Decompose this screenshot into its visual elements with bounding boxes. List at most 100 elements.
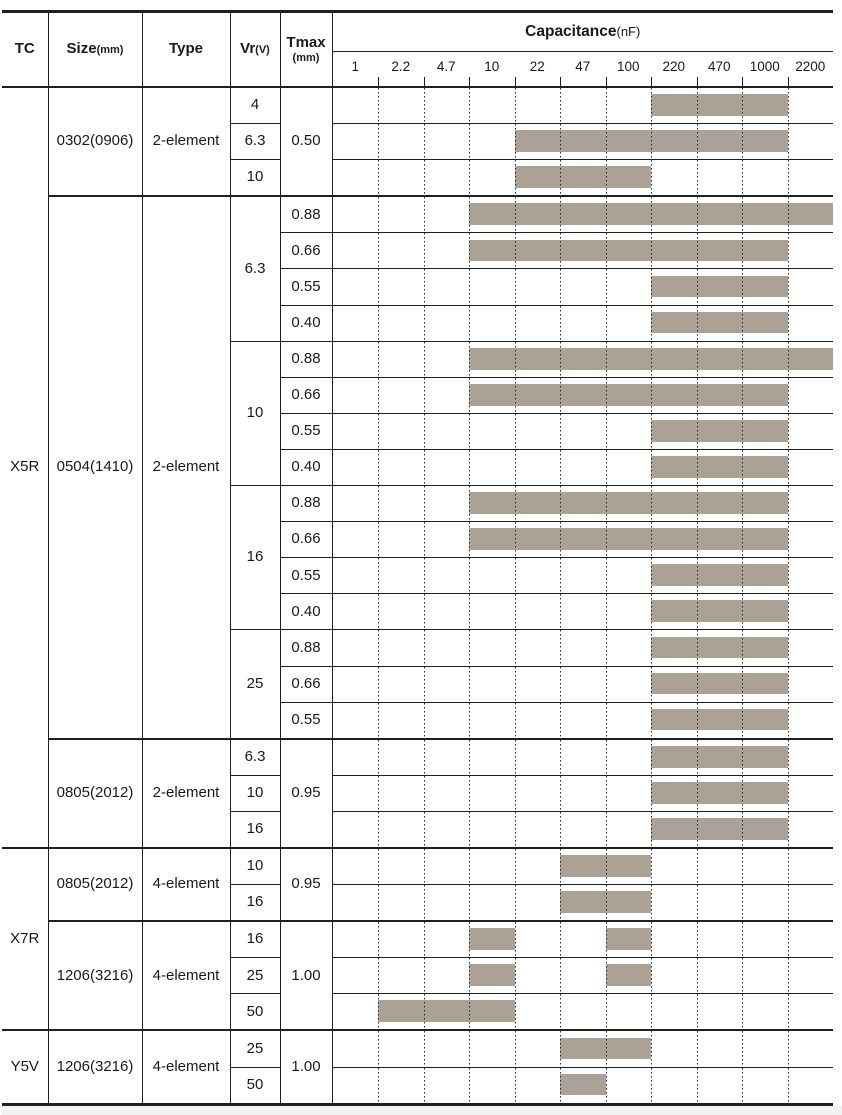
scale-label: 10 [484, 59, 500, 75]
capacitance-chart-cell [331, 268, 834, 306]
grid-line [469, 160, 470, 196]
table-row: 10 0.88 [2, 340, 833, 487]
chart-cell-box [333, 558, 834, 594]
chart-cell-box [333, 197, 833, 233]
capacitance-chart-cell [331, 701, 833, 740]
scale-label: 2200 [795, 59, 826, 75]
grid-line [787, 449, 789, 486]
grid-line [560, 885, 561, 921]
capacitance-chart-cell [331, 774, 833, 812]
grid-line [560, 305, 561, 341]
grid-line [651, 88, 652, 124]
grid-line [560, 124, 561, 160]
tmax-unit: (mm) [292, 52, 320, 65]
chart-cell-box [333, 1031, 834, 1067]
grid-line [605, 522, 607, 558]
grid-line [742, 522, 743, 558]
tmax-cell: 1.00 [279, 1029, 333, 1105]
capacitance-chart-cell [331, 448, 833, 487]
chart-cell-box [333, 233, 834, 269]
grid-line [696, 377, 698, 413]
scale-tick [651, 77, 652, 86]
grid-line [378, 88, 379, 124]
grid-line [469, 922, 470, 958]
grid-line [469, 197, 470, 233]
size-cell: 0504(1410) [47, 195, 143, 740]
grid-line [514, 922, 516, 958]
tmax-cell: 0.40 [279, 593, 333, 631]
grid-line [742, 775, 743, 811]
grid-line [378, 558, 379, 594]
grid-line [514, 341, 516, 377]
grid-line [514, 233, 516, 269]
chart-cell-box [333, 269, 834, 305]
grid-line [787, 702, 789, 738]
grid-line [696, 775, 698, 811]
capacitance-range-bar [651, 311, 788, 334]
grid-line [378, 739, 379, 775]
size-cell: 0805(2012) [47, 846, 143, 922]
grid-line [469, 413, 470, 449]
grid-line [605, 124, 607, 160]
grid-line [423, 88, 425, 124]
grid-line [651, 958, 652, 994]
capacitance-range-bar [651, 275, 788, 298]
chart-cell-box [333, 413, 834, 449]
tc-cell: X5R [2, 86, 49, 849]
table-row: 0.55 [2, 412, 834, 450]
grid-line [378, 449, 379, 486]
grid-line [787, 413, 789, 449]
grid-line [469, 702, 470, 738]
capacitance-range-bar [651, 456, 788, 478]
grid-line [742, 486, 743, 522]
grid-line [605, 885, 607, 921]
grid-line [787, 522, 789, 558]
grid-line [514, 377, 516, 413]
capacitance-chart-cell [331, 557, 834, 595]
grid-line [378, 124, 379, 160]
grid-line [469, 486, 470, 522]
grid-line [514, 702, 516, 738]
grid-line [560, 666, 561, 702]
grid-line [742, 558, 743, 594]
tmax-cell: 0.95 [279, 737, 333, 849]
vr-cell: 50 [229, 1066, 281, 1105]
grid-line [514, 994, 516, 1030]
grid-line [651, 775, 652, 811]
grid-line [605, 160, 607, 196]
chart-cell-box [333, 811, 834, 847]
tc-cell: Y5V [2, 1029, 49, 1105]
grid-line [651, 702, 652, 738]
table-row: 10 [2, 774, 833, 812]
grid-line [378, 341, 379, 377]
grid-line [742, 994, 743, 1030]
scale-label: 1 [351, 59, 360, 75]
grid-line [651, 922, 652, 958]
grid-line [423, 341, 425, 377]
grid-line [514, 486, 516, 522]
scale-label: 220 [662, 59, 686, 75]
grid-line [605, 269, 607, 305]
grid-line [514, 269, 516, 305]
grid-line [651, 666, 652, 702]
tmax-cell: 0.55 [279, 268, 333, 306]
grid-line [742, 1067, 743, 1103]
capacitance-chart-cell [331, 412, 834, 450]
grid-line [651, 811, 652, 847]
grid-line [742, 885, 743, 921]
grid-line [423, 160, 425, 196]
grid-line [787, 377, 789, 413]
chart-cell-box [333, 848, 834, 885]
grid-line [514, 666, 516, 702]
vr-cell: 10 [229, 340, 281, 487]
grid-line [514, 522, 516, 558]
grid-line [378, 160, 379, 196]
capacitance-range-bar [469, 964, 515, 987]
grid-line [696, 702, 698, 738]
grid-line [378, 775, 379, 811]
table-row: 0504(1410) 2-element 6.3 0.88 [2, 195, 833, 740]
grid-line [787, 811, 789, 847]
grid-line [514, 775, 516, 811]
grid-line [605, 811, 607, 847]
vr-cell: 25 [229, 957, 281, 995]
